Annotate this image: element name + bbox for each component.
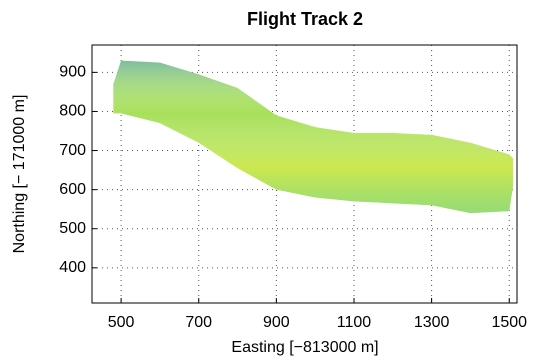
plot-area [92, 45, 517, 303]
swath-shading [113, 61, 513, 213]
chart-title: Flight Track 2 [247, 9, 363, 29]
x-tick-label: 500 [108, 314, 135, 331]
x-tick-label: 1500 [491, 314, 527, 331]
y-axis-label: Northing [− 171000 m] [11, 95, 28, 254]
y-tick-label: 500 [59, 220, 86, 237]
x-tick-label: 700 [185, 314, 212, 331]
chart: Flight Track 2 Easting [−813000 m] North… [0, 0, 539, 361]
y-tick-label: 800 [59, 103, 86, 120]
x-tick-label: 1300 [414, 314, 450, 331]
y-tick-label: 700 [59, 142, 86, 159]
x-tick-label: 900 [263, 314, 290, 331]
y-tick-label: 600 [59, 181, 86, 198]
x-axis-label: Easting [−813000 m] [231, 339, 378, 356]
y-tick-label: 400 [59, 259, 86, 276]
y-tick-label: 900 [59, 64, 86, 81]
x-tick-label: 1100 [337, 314, 372, 331]
